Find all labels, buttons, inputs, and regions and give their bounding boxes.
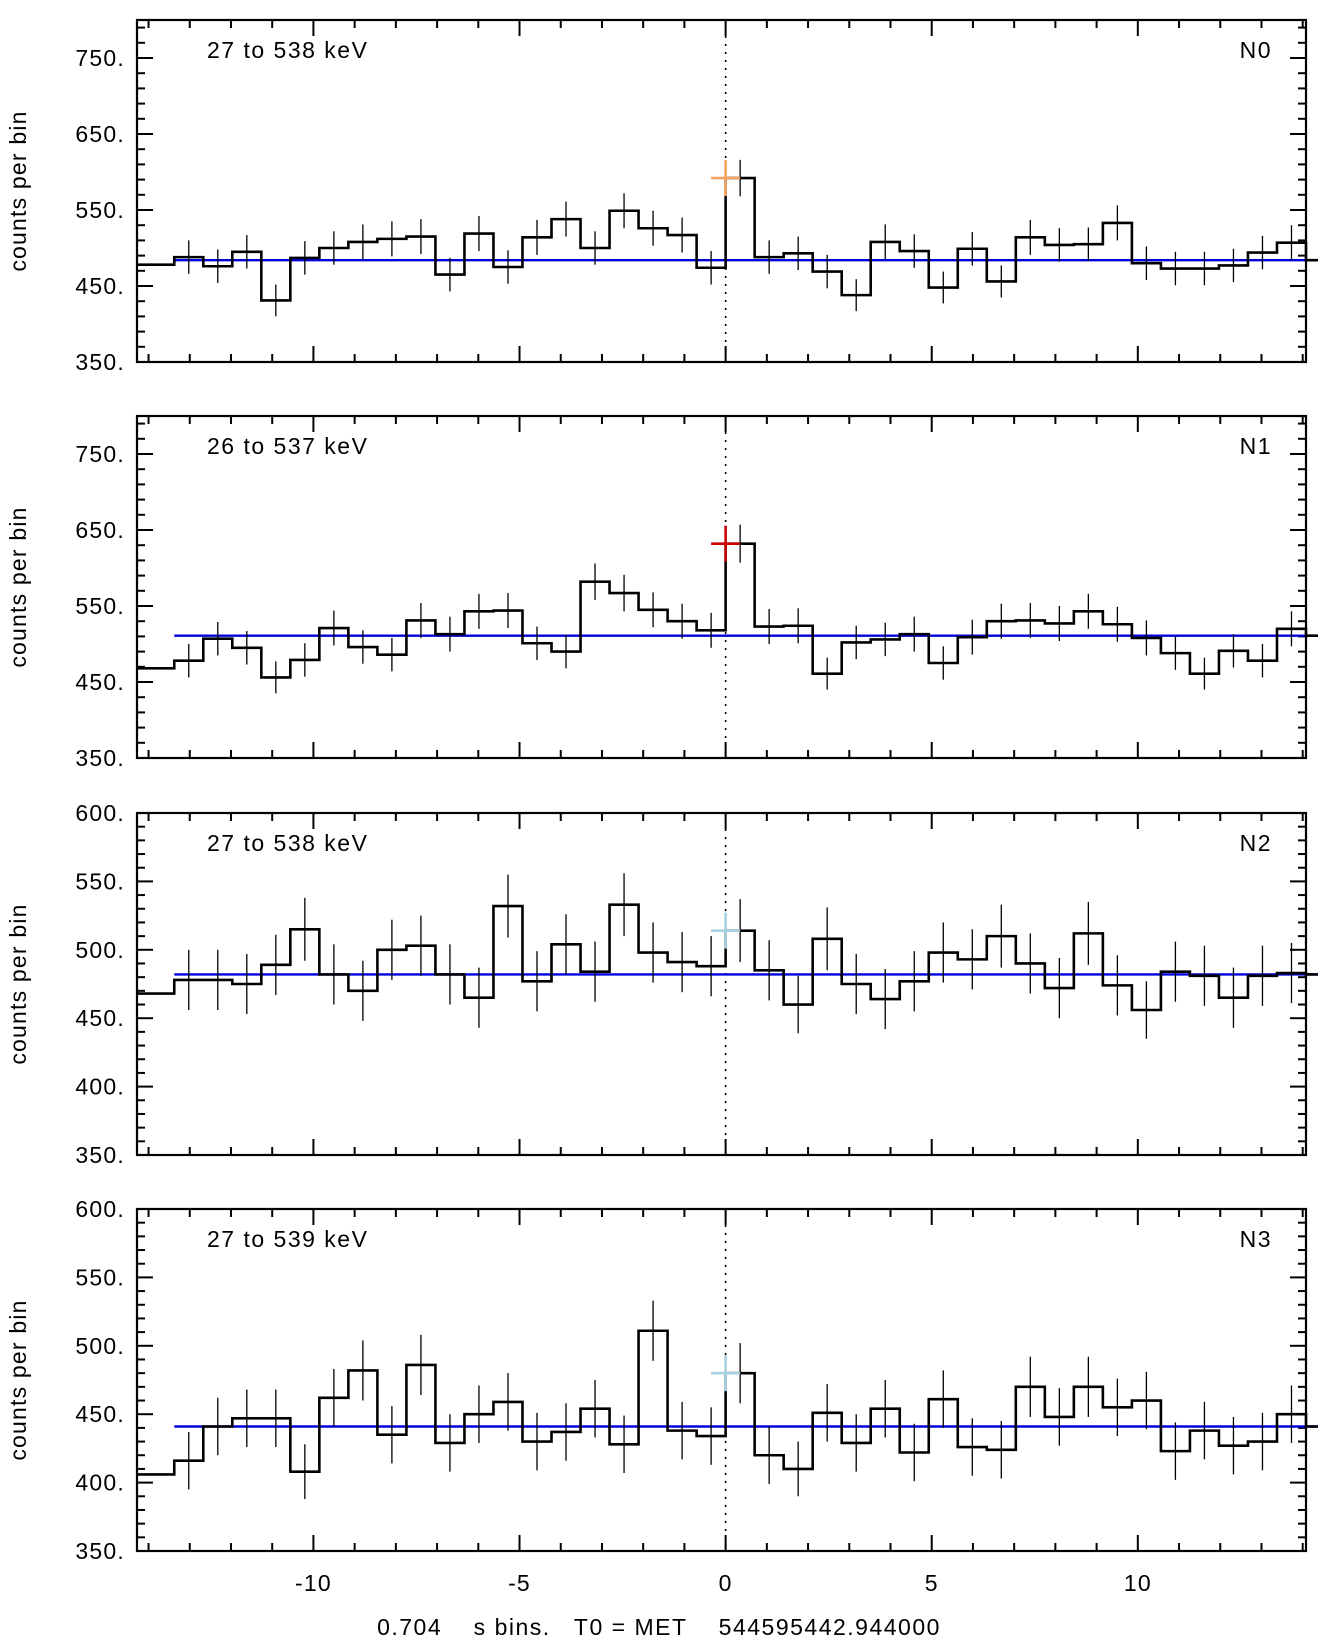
y-axis-label: counts per bin bbox=[5, 1299, 31, 1460]
y-tick-label: 500. bbox=[75, 937, 125, 963]
y-axis-label: counts per bin bbox=[5, 110, 31, 271]
y-tick-label: 550. bbox=[75, 868, 125, 894]
y-tick-label: 350. bbox=[75, 745, 125, 771]
y-axis-label: counts per bin bbox=[5, 903, 31, 1064]
detector-label: N2 bbox=[1240, 830, 1272, 856]
y-tick-label: 350. bbox=[75, 349, 125, 375]
y-tick-label: 750. bbox=[75, 441, 125, 467]
energy-range-label: 27 to 538 keV bbox=[207, 37, 368, 63]
y-tick-label: 350. bbox=[75, 1142, 125, 1168]
detector-label: N0 bbox=[1240, 37, 1272, 63]
panel-n2: 350. 400. 450. 500. 550. 600. counts per bin 27… bbox=[5, 800, 1318, 1168]
panels-group: 350. 450. 550. 650. 750. counts per bin 27 to … bbox=[5, 18, 1318, 1596]
y-tick-label: 400. bbox=[75, 1074, 125, 1100]
x-axis-label: 0.704 s bins. T0 = MET 544595442.944000 bbox=[377, 1614, 941, 1640]
y-tick-label: 650. bbox=[75, 121, 125, 147]
y-tick-label: 550. bbox=[75, 593, 125, 619]
energy-range-label: 27 to 538 keV bbox=[207, 830, 368, 856]
y-tick-label: 550. bbox=[75, 1264, 125, 1290]
y-tick-label: 650. bbox=[75, 517, 125, 543]
y-axis-label: counts per bin bbox=[5, 506, 31, 667]
y-tick-label: 550. bbox=[75, 197, 125, 223]
y-tick-label: 450. bbox=[75, 1005, 125, 1031]
panel-n3: 350. 400. 450. 500. 550. 600. counts per bin 27… bbox=[5, 1196, 1318, 1564]
plot-frame bbox=[135, 811, 1308, 1157]
y-tick-label: 450. bbox=[75, 1401, 125, 1427]
x-tick-label: 5 bbox=[925, 1570, 939, 1596]
y-tick-label: 750. bbox=[75, 45, 125, 71]
energy-range-label: 27 to 539 keV bbox=[207, 1226, 368, 1252]
x-tick-label: -10 bbox=[295, 1570, 332, 1596]
x-tick-label: 10 bbox=[1124, 1570, 1152, 1596]
panel-n0: 350. 450. 550. 650. 750. counts per bin 27 to … bbox=[5, 18, 1318, 375]
panel-n1: 350. 450. 550. 650. 750. counts per bin 26 to … bbox=[5, 414, 1318, 771]
plot-frame bbox=[135, 1207, 1308, 1553]
energy-range-label: 26 to 537 keV bbox=[207, 433, 368, 459]
detector-label: N1 bbox=[1240, 433, 1272, 459]
histogram-line bbox=[138, 176, 1318, 302]
y-tick-label: 350. bbox=[75, 1538, 125, 1564]
detector-label: N3 bbox=[1240, 1226, 1272, 1252]
x-tick-label: -5 bbox=[508, 1570, 531, 1596]
y-tick-label: 600. bbox=[75, 1196, 125, 1222]
histogram-line bbox=[138, 903, 1318, 1012]
x-tick-label: 0 bbox=[719, 1570, 733, 1596]
plot-frame bbox=[135, 18, 1308, 364]
histogram-line bbox=[138, 542, 1318, 679]
histogram-line bbox=[138, 1329, 1318, 1476]
y-tick-label: 500. bbox=[75, 1333, 125, 1359]
y-tick-label: 450. bbox=[75, 273, 125, 299]
y-tick-label: 600. bbox=[75, 800, 125, 826]
y-tick-label: 400. bbox=[75, 1470, 125, 1496]
y-tick-label: 450. bbox=[75, 669, 125, 695]
plot-frame bbox=[135, 414, 1308, 760]
